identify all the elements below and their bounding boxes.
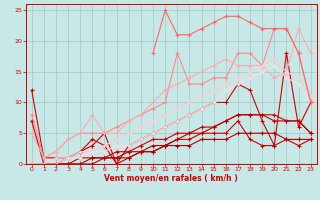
X-axis label: Vent moyen/en rafales ( km/h ): Vent moyen/en rafales ( km/h ) <box>104 174 238 183</box>
